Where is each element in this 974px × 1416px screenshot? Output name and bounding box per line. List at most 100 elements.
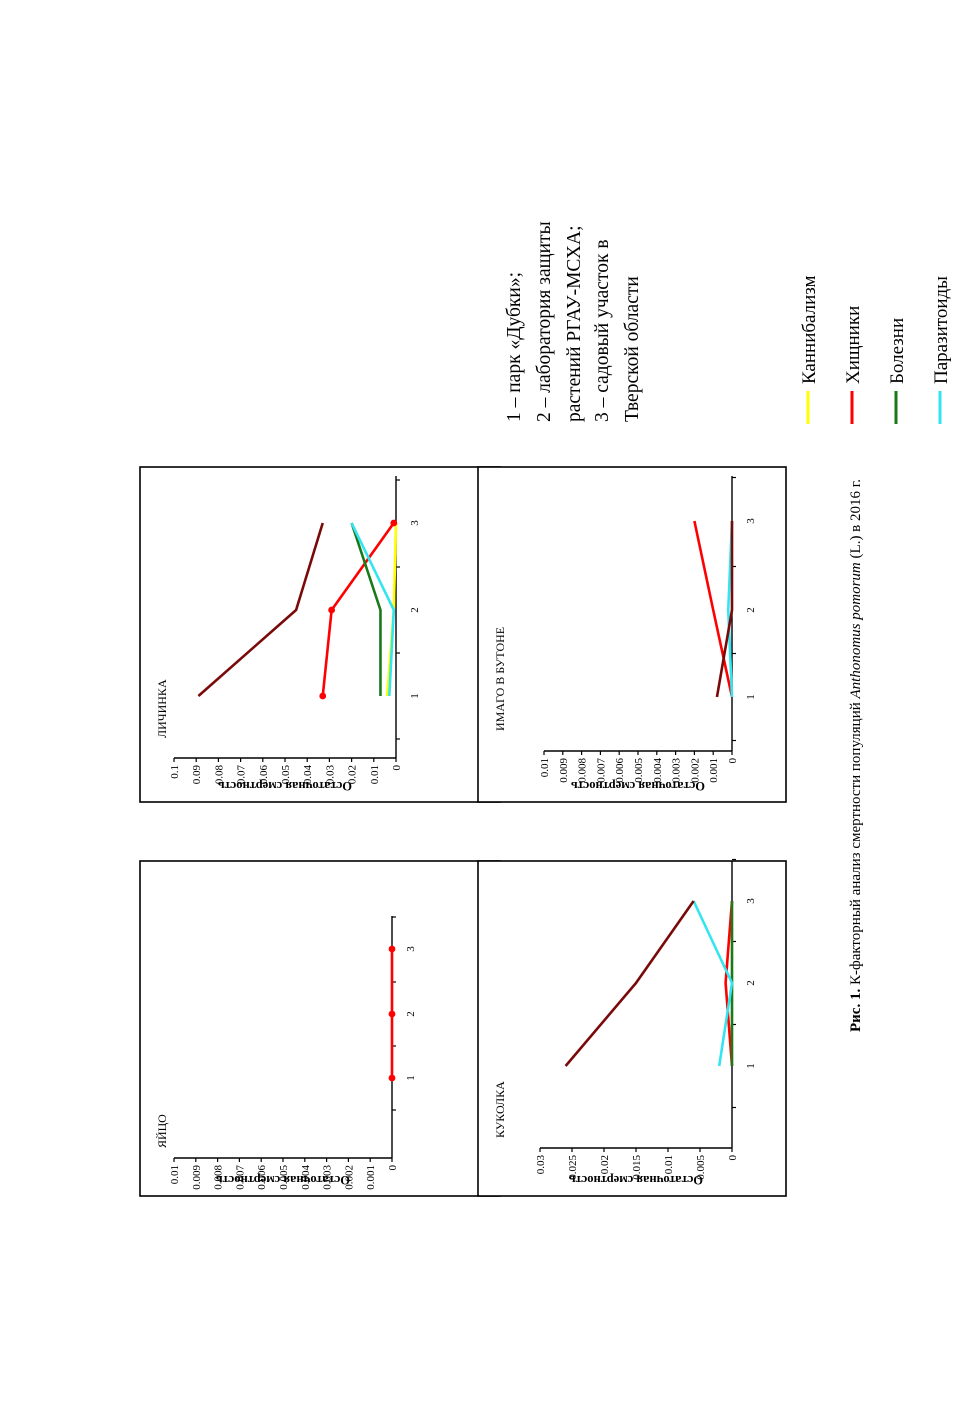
data-point-predators [390, 519, 398, 527]
x-tick-label: 3 [405, 946, 417, 952]
y-tick-label: 0.015 [631, 1155, 643, 1180]
y-tick-label: 0 [391, 765, 403, 771]
x-tick-label: 2 [409, 607, 421, 613]
series-line-unknown [715, 521, 734, 698]
data-point-predators [328, 606, 336, 614]
y-axis-title: Остаточная смертность [216, 1173, 350, 1187]
figure-caption: Рис. 1. К-факторный анализ смертности по… [848, 479, 864, 1032]
y-tick-label: 0.004 [300, 1165, 312, 1190]
y-tick-label: 0.02 [347, 765, 359, 784]
chart-panel-4: 0 0.001 0.002 0.003 0.004 0.005 0.006 0.007 0.00… [477, 466, 787, 803]
x-tick-label: 1 [745, 1063, 757, 1069]
x-tick-label: 3 [745, 898, 757, 904]
data-point-predators [319, 692, 327, 700]
data-point-predators [388, 1074, 396, 1082]
x-tick-label: 2 [745, 607, 757, 613]
series-line-diseases [350, 522, 382, 696]
x-tick-label: 1 [405, 1075, 417, 1081]
y-tick-label: 0.003 [322, 1165, 334, 1190]
y-tick-label: 0.1 [169, 765, 181, 779]
chart-frame [139, 860, 501, 1197]
rotated-figure: 0 0.001 0.002 0.003 0.004 0.005 0.006 0.007 0.00… [139, 221, 952, 1197]
y-tick-label: 0.05 [280, 765, 292, 785]
site-note-line: 1 – парк «Дубки»; [504, 272, 525, 422]
chart-panel-1: 0 0.001 0.002 0.003 0.004 0.005 0.006 0.007 0.00… [139, 860, 501, 1197]
panel-title: ЯЙЦО [155, 1114, 169, 1148]
x-tick-label: 2 [745, 980, 757, 986]
site-note-line: 3 – садовый участок в [592, 239, 613, 422]
series-line-predators [693, 520, 734, 698]
series-line-unknown [197, 522, 324, 697]
y-tick-label: 0.025 [567, 1155, 579, 1180]
y-tick-label: 0.04 [302, 765, 314, 785]
y-tick-label: 0.01 [169, 1165, 181, 1184]
y-tick-label: 0.002 [343, 1165, 355, 1190]
legend-label-diseases: Болезни [887, 318, 908, 384]
y-tick-label: 0.009 [191, 1165, 203, 1190]
caption-text-after: (L.) в 2016 г. [848, 479, 864, 562]
y-tick-label: 0.02 [599, 1155, 611, 1174]
y-tick-label: 0.09 [191, 765, 203, 785]
chart-frame [477, 860, 787, 1197]
chart-panel-3: 0 0.005 0.01 0.015 0.02 0.025 0.03 1 2 3 Остаточна… [477, 858, 787, 1197]
y-tick-label: 0.008 [577, 758, 589, 783]
y-axis-title: Остаточная смертность [571, 779, 705, 793]
y-tick-label: 0.006 [614, 758, 626, 783]
x-tick-label: 1 [409, 693, 421, 699]
panel-title: КУКОЛКА [493, 1081, 507, 1138]
site-note-line: растений РГАУ-МСХА; [564, 225, 585, 422]
y-tick-label: 0 [727, 1155, 739, 1161]
y-axis-title: Остаточная смертность [569, 1173, 703, 1187]
y-tick-label: 0.008 [213, 1165, 225, 1190]
series-line-predators [724, 900, 734, 1067]
x-tick-label: 2 [405, 1011, 417, 1017]
y-tick-label: 0 [387, 1165, 399, 1171]
y-tick-label: 0.03 [535, 1155, 547, 1175]
site-note-line: Тверской области [622, 276, 643, 422]
legend-label-parasitoids: Паразитоиды [931, 276, 952, 384]
y-tick-label: 0.007 [234, 1165, 246, 1190]
legend-label-predators: Хищники [843, 306, 864, 384]
x-tick-label: 3 [409, 520, 421, 526]
y-tick-label: 0.007 [595, 758, 607, 783]
data-point-predators [388, 945, 396, 953]
y-tick-label: 0 [727, 758, 739, 764]
y-tick-label: 0.001 [365, 1165, 377, 1190]
data-point-predators [388, 1010, 396, 1018]
y-tick-label: 0.005 [278, 1165, 290, 1190]
chart-panel-2: 0 0.01 0.02 0.03 0.04 0.05 0.06 0.07 0.08 0.09 0.1… [139, 466, 501, 803]
caption-text-before: К-факторный анализ смертности популяций [848, 698, 864, 988]
caption-label: Рис. 1. [848, 989, 864, 1032]
y-tick-label: 0.03 [324, 765, 336, 785]
series-line-parasitoids [350, 522, 396, 697]
y-tick-label: 0.01 [369, 765, 381, 784]
series-line-unknown [564, 900, 695, 1067]
y-axis-title: Остаточная смертность [218, 779, 352, 793]
site-note-line: 2 – лаборатория защиты [534, 221, 555, 422]
y-tick-label: 0.003 [671, 758, 683, 783]
x-tick-label: 3 [745, 518, 757, 524]
legend: КаннибализмХищникиБолезниПаразитоидыНеиз… [799, 275, 952, 424]
y-tick-label: 0.006 [256, 1165, 268, 1190]
chart-frame [139, 466, 501, 803]
y-tick-label: 0.005 [695, 1155, 707, 1180]
y-tick-label: 0.001 [708, 758, 720, 783]
y-tick-label: 0.08 [213, 765, 225, 785]
y-tick-label: 0.009 [558, 758, 570, 783]
series-line-parasitoids [692, 900, 734, 1067]
y-tick-label: 0.01 [539, 758, 551, 777]
legend-label-cannibalism: Каннибализм [799, 275, 820, 384]
y-tick-label: 0.005 [633, 758, 645, 783]
y-tick-label: 0.07 [236, 765, 248, 785]
chart-frame [477, 466, 787, 803]
site-notes: 1 – парк «Дубки»; 2 – лаборатория защиты р… [504, 221, 643, 422]
panel-title: ЛИЧИНКА [155, 679, 169, 738]
y-tick-label: 0.004 [652, 758, 664, 783]
x-tick-label: 1 [745, 694, 757, 700]
y-tick-label: 0.06 [258, 765, 270, 785]
y-tick-label: 0.002 [689, 758, 701, 783]
y-tick-label: 0.01 [663, 1155, 675, 1174]
caption-species: Anthonomus pomorum [848, 562, 864, 699]
